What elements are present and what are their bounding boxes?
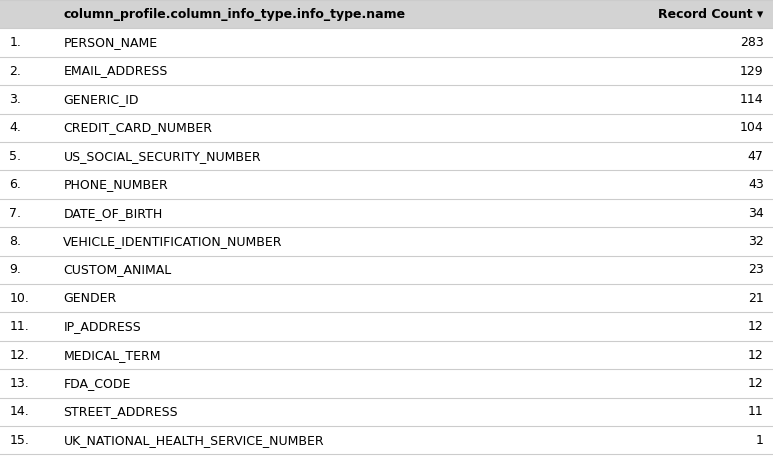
Text: 6.: 6. [9,178,21,191]
Text: 9.: 9. [9,263,21,276]
Bar [0,398,773,426]
Bar [0,341,773,369]
Bar [0,85,773,113]
Bar [0,57,773,85]
Text: 12.: 12. [9,349,29,362]
Bar [0,170,773,199]
Bar [0,256,773,284]
Text: 32: 32 [748,235,764,248]
Text: US_SOCIAL_SECURITY_NUMBER: US_SOCIAL_SECURITY_NUMBER [63,150,261,163]
Bar [0,199,773,227]
Text: 4.: 4. [9,121,21,134]
Text: 10.: 10. [9,292,29,305]
Text: Record Count ▾: Record Count ▾ [659,8,764,21]
Text: IP_ADDRESS: IP_ADDRESS [63,320,141,333]
Text: 8.: 8. [9,235,22,248]
Text: column_profile.column_info_type.info_type.name: column_profile.column_info_type.info_typ… [63,8,406,21]
Text: 15.: 15. [9,434,29,447]
Bar [0,227,773,256]
Text: GENERIC_ID: GENERIC_ID [63,93,139,106]
Text: 12: 12 [748,320,764,333]
Bar [0,0,773,28]
Text: 283: 283 [740,36,764,49]
Text: PHONE_NUMBER: PHONE_NUMBER [63,178,169,191]
Text: VEHICLE_IDENTIFICATION_NUMBER: VEHICLE_IDENTIFICATION_NUMBER [63,235,283,248]
Text: 114: 114 [740,93,764,106]
Bar [0,369,773,398]
Text: 11: 11 [748,406,764,419]
Bar [0,142,773,170]
Text: 2.: 2. [9,64,21,77]
Text: 3.: 3. [9,93,21,106]
Text: 12: 12 [748,377,764,390]
Text: MEDICAL_TERM: MEDICAL_TERM [63,349,161,362]
Text: 47: 47 [747,150,764,163]
Text: 129: 129 [740,64,764,77]
Bar [0,113,773,142]
Text: FDA_CODE: FDA_CODE [63,377,131,390]
Text: PERSON_NAME: PERSON_NAME [63,36,158,49]
Text: 14.: 14. [9,406,29,419]
Text: CREDIT_CARD_NUMBER: CREDIT_CARD_NUMBER [63,121,213,134]
Bar [0,28,773,57]
Text: GENDER: GENDER [63,292,117,305]
Text: STREET_ADDRESS: STREET_ADDRESS [63,406,178,419]
Bar [0,313,773,341]
Bar [0,426,773,455]
Text: 1: 1 [756,434,764,447]
Text: 23: 23 [748,263,764,276]
Text: 7.: 7. [9,206,22,219]
Text: 11.: 11. [9,320,29,333]
Text: 1.: 1. [9,36,21,49]
Bar [0,284,773,313]
Text: 13.: 13. [9,377,29,390]
Text: 12: 12 [748,349,764,362]
Text: 5.: 5. [9,150,22,163]
Text: 34: 34 [748,206,764,219]
Text: 21: 21 [748,292,764,305]
Text: 104: 104 [740,121,764,134]
Text: DATE_OF_BIRTH: DATE_OF_BIRTH [63,206,162,219]
Text: CUSTOM_ANIMAL: CUSTOM_ANIMAL [63,263,172,276]
Text: 43: 43 [748,178,764,191]
Text: UK_NATIONAL_HEALTH_SERVICE_NUMBER: UK_NATIONAL_HEALTH_SERVICE_NUMBER [63,434,324,447]
Text: EMAIL_ADDRESS: EMAIL_ADDRESS [63,64,168,77]
